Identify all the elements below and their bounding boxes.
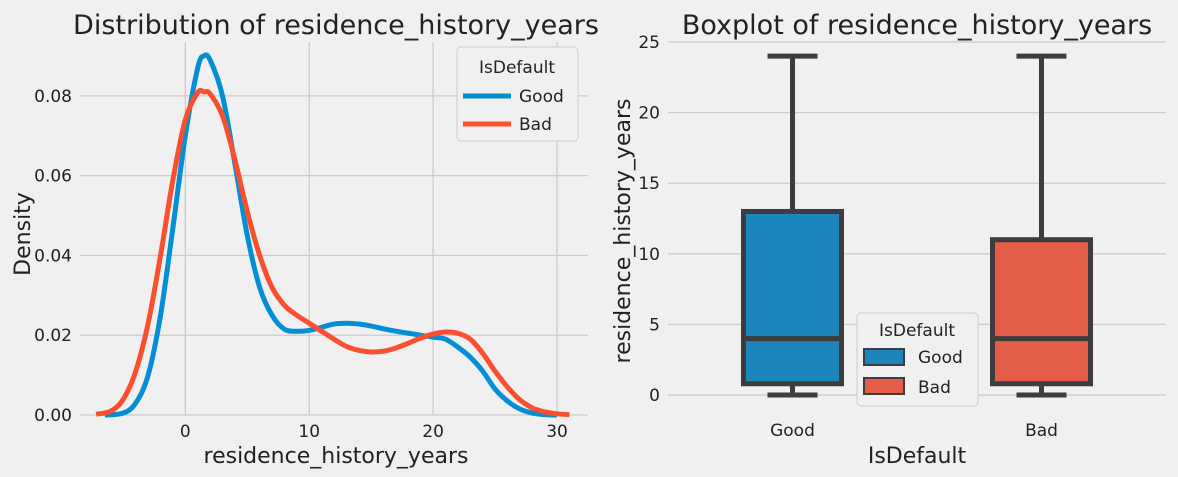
boxplot-x-axis-label: IsDefault bbox=[868, 444, 967, 469]
kde-title: Distribution of residence_history_years bbox=[73, 10, 599, 41]
boxplot-y-tick-label: 0 bbox=[649, 386, 660, 406]
box-iqr bbox=[741, 208, 844, 387]
boxplot-x-tick-label: Bad bbox=[1025, 421, 1058, 441]
boxplot-legend-title: IsDefault bbox=[879, 321, 955, 341]
box-bad bbox=[990, 53, 1093, 398]
boxplot-legend-label-good: Good bbox=[918, 348, 963, 368]
boxplot-y-tick-label: 10 bbox=[638, 245, 660, 265]
boxplot-y-tick-label: 5 bbox=[649, 315, 660, 335]
kde-y-tick-label: 0.08 bbox=[34, 87, 72, 107]
boxplot-tick-labels: 0 5 10 15 20 25 Good Bad bbox=[638, 33, 1058, 441]
kde-x-tick-label: 0 bbox=[180, 422, 191, 442]
kde-y-tick-label: 0.00 bbox=[34, 406, 72, 426]
kde-legend-title: IsDefault bbox=[479, 58, 555, 78]
boxplot-chart: Boxplot of residence_history_years IsDef… bbox=[611, 10, 1166, 469]
boxplot-title: Boxplot of residence_history_years bbox=[682, 10, 1152, 41]
box-good bbox=[741, 53, 844, 398]
kde-curve-good bbox=[104, 52, 558, 418]
boxplot-legend: IsDefault Good Bad bbox=[856, 312, 979, 407]
boxplot-y-tick-label: 20 bbox=[638, 104, 660, 124]
boxplot-legend-swatch-good bbox=[863, 348, 905, 366]
kde-y-tick-label: 0.02 bbox=[34, 326, 72, 346]
kde-tick-labels: 0 10 20 30 0.00 0.02 0.04 0.06 0.08 bbox=[34, 87, 568, 442]
boxplot-y-tick-label: 25 bbox=[638, 33, 660, 53]
boxplot-x-tick-label: Good bbox=[770, 421, 815, 441]
kde-x-tick-label: 20 bbox=[422, 422, 444, 442]
kde-curves bbox=[95, 52, 570, 418]
kde-legend: IsDefault Good Bad bbox=[456, 46, 579, 142]
kde-legend-label-bad: Bad bbox=[519, 115, 552, 135]
kde-x-tick-label: 10 bbox=[298, 422, 320, 442]
kde-curve-bad bbox=[95, 87, 570, 418]
kde-chart: Distribution of residence_history_years … bbox=[11, 10, 599, 469]
kde-y-tick-label: 0.04 bbox=[34, 246, 72, 266]
boxplot-boxes bbox=[741, 53, 1093, 398]
kde-y-axis-label: Density bbox=[11, 192, 36, 276]
box-iqr bbox=[990, 237, 1093, 387]
kde-y-tick-label: 0.06 bbox=[34, 167, 72, 187]
boxplot-y-tick-label: 15 bbox=[638, 174, 660, 194]
kde-x-tick-label: 30 bbox=[546, 422, 568, 442]
boxplot-y-axis-label: residence_history_years bbox=[611, 99, 636, 364]
kde-x-axis-label: residence_history_years bbox=[204, 444, 469, 469]
boxplot-legend-label-bad: Bad bbox=[918, 378, 951, 398]
boxplot-legend-swatch-bad bbox=[863, 377, 905, 395]
kde-legend-label-good: Good bbox=[519, 87, 564, 107]
kde-legend-frame bbox=[456, 46, 579, 142]
